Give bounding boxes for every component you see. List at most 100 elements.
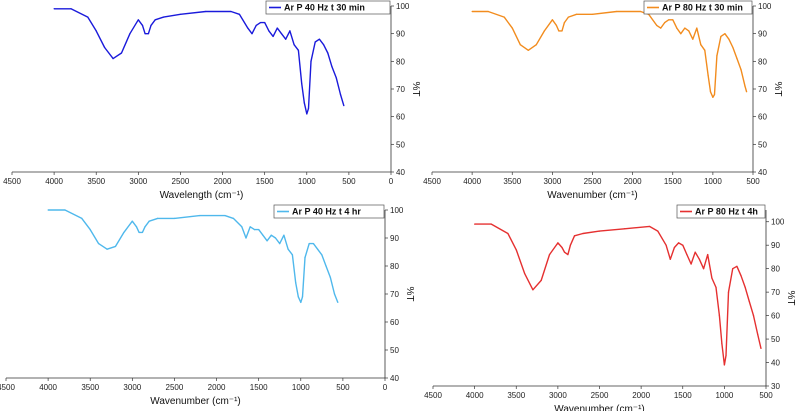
y-axis-title: %T [410, 82, 421, 97]
data-point [511, 27, 513, 29]
x-tick-label: 0 [383, 383, 388, 392]
x-tick-label: 2500 [172, 177, 190, 186]
data-point [732, 268, 734, 270]
data-point [727, 291, 730, 293]
data-point [623, 228, 626, 230]
data-point [310, 60, 312, 62]
y-tick-label: 90 [771, 241, 780, 250]
x-tick-label: 4500 [3, 177, 21, 186]
data-point [283, 234, 285, 236]
data-point [686, 253, 688, 256]
data-point [558, 30, 560, 32]
y-tick-label: 30 [771, 382, 780, 391]
x-tick-label: 1000 [704, 177, 722, 186]
data-point [179, 13, 182, 15]
x-tick-label: 1000 [298, 177, 316, 186]
data-point [569, 244, 571, 246]
x-tick-label: 2000 [208, 383, 226, 392]
chart-panel-3: 4500 4000 3500 3000 2500 2000 1500 1000 500 040 50… [0, 204, 415, 407]
x-tick-label: 4000 [463, 177, 481, 186]
data-point [106, 248, 108, 250]
y-axis-title: %T [785, 291, 796, 306]
data-point [317, 248, 319, 250]
data-point [490, 223, 492, 225]
data-point [713, 93, 716, 96]
x-tick-label: 0 [389, 177, 394, 186]
data-point [173, 217, 176, 219]
data-point [95, 30, 97, 32]
y-tick-label: 50 [396, 140, 405, 149]
data-point [289, 30, 291, 32]
data-point [752, 315, 755, 317]
legend-box [676, 204, 766, 219]
data-point [253, 229, 256, 231]
data-point [656, 24, 658, 26]
data-point [740, 69, 742, 71]
x-axis-title: Wavelength (cm⁻¹) [160, 190, 244, 201]
x-tick-label: 4500 [423, 177, 441, 186]
y-tick-label: 80 [758, 57, 767, 66]
data-point [312, 243, 315, 245]
data-point [318, 38, 321, 40]
data-point [736, 265, 738, 267]
data-point [138, 231, 140, 233]
data-point [123, 231, 125, 233]
data-point [285, 38, 287, 40]
data-point [224, 215, 226, 217]
data-point [640, 10, 642, 13]
data-point [527, 49, 529, 51]
data-point [487, 10, 489, 13]
data-point [744, 85, 746, 87]
x-tick-label: 3000 [129, 177, 147, 186]
data-point [148, 220, 150, 222]
data-point [648, 225, 651, 228]
data-point [150, 24, 152, 26]
x-axis-title: Wavenumber (cm⁻¹) [554, 404, 644, 411]
y-tick-label: 60 [758, 113, 767, 122]
data-point [323, 44, 325, 46]
data-point [98, 243, 100, 245]
y-tick-label: 40 [390, 374, 399, 383]
data-point [327, 52, 329, 54]
data-point [718, 315, 720, 317]
data-point [523, 272, 526, 274]
data-point [81, 217, 83, 219]
data-point [70, 8, 72, 10]
data-point [268, 30, 270, 32]
y-tick-label: 100 [758, 2, 772, 11]
data-point [669, 258, 671, 260]
data-point [740, 275, 742, 277]
data-point [262, 234, 264, 236]
data-point [301, 82, 303, 85]
x-tick-label: 1500 [664, 177, 682, 186]
data-point [557, 242, 559, 244]
data-point [715, 286, 717, 289]
data-point [137, 19, 139, 21]
data-point [255, 24, 257, 26]
data-point [314, 41, 316, 43]
x-tick-label: 4500 [424, 391, 442, 400]
data-point [760, 347, 762, 350]
data-point [297, 49, 299, 51]
data-point [274, 237, 277, 239]
data-point [503, 16, 505, 18]
y-tick-label: 70 [396, 85, 405, 94]
data-point [308, 243, 310, 245]
data-point [199, 215, 201, 217]
y-tick-label: 90 [758, 30, 767, 39]
data-point [598, 230, 601, 232]
data-point [300, 301, 302, 303]
data-point [144, 226, 146, 228]
y-tick-label: 40 [771, 359, 780, 368]
data-point [507, 232, 509, 235]
data-point [543, 30, 545, 32]
data-point [339, 93, 342, 96]
data-point [535, 44, 537, 46]
data-point [548, 253, 551, 256]
spectrum-line [54, 8, 345, 115]
data-point [748, 300, 750, 303]
data-point [144, 33, 146, 35]
data-point [259, 22, 262, 24]
